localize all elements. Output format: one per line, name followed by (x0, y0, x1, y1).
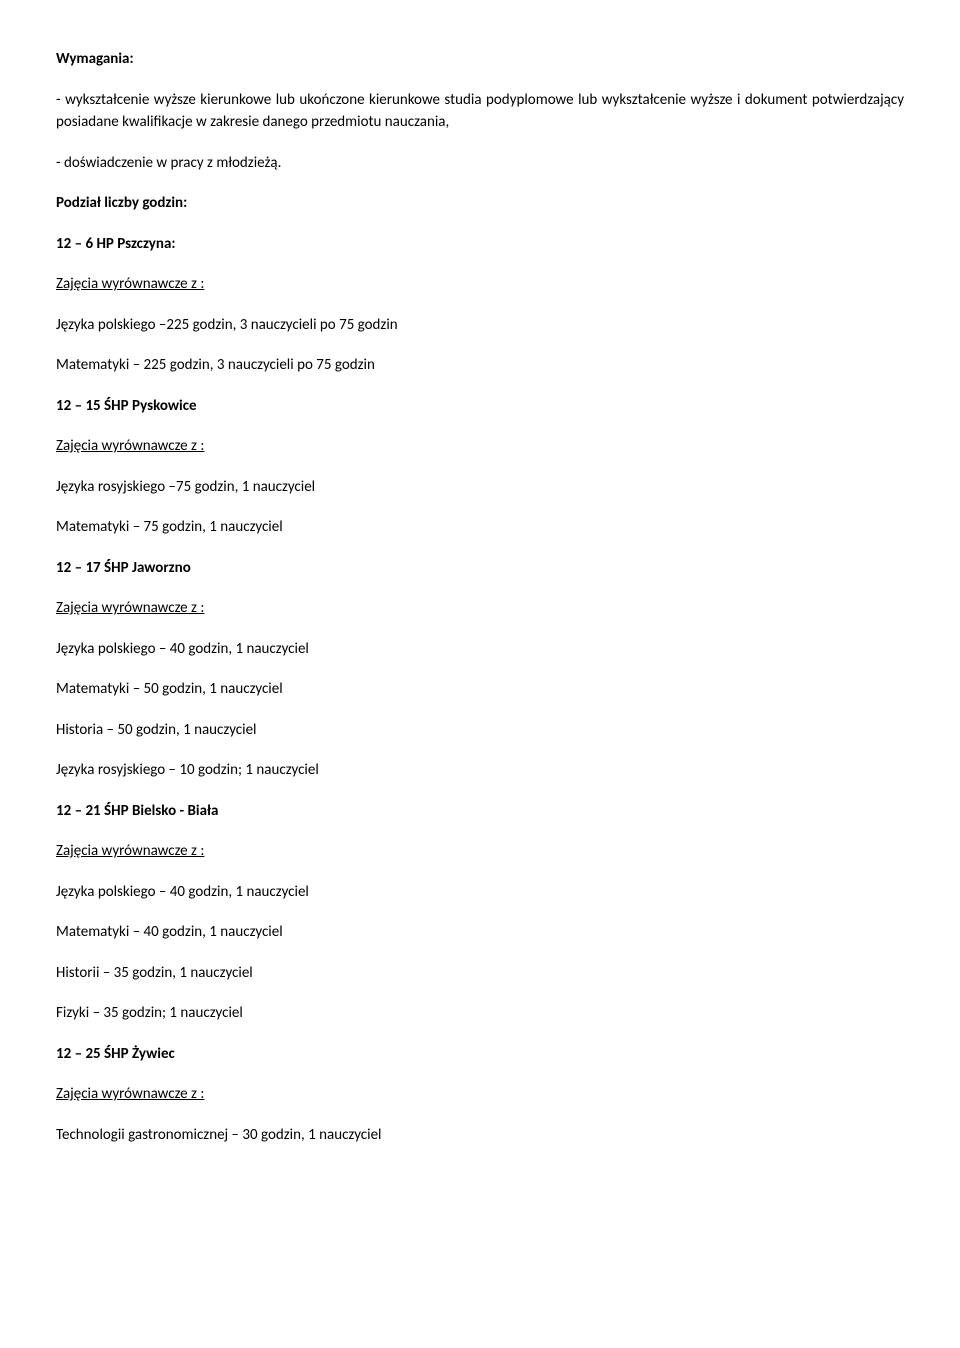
requirements-heading: Wymagania: (56, 48, 904, 71)
requirement-1: - wykształcenie wyższe kierunkowe lub uk… (56, 89, 904, 134)
section-3-subheading: Zajęcia wyrównawcze z : (56, 597, 904, 620)
section-4-subheading: Zajęcia wyrównawcze z : (56, 840, 904, 863)
section-4-line-2: Matematyki – 40 godzin, 1 nauczyciel (56, 921, 904, 944)
section-5-title: 12 – 25 ŚHP Żywiec (56, 1043, 904, 1066)
section-3-line-3: Historia – 50 godzin, 1 nauczyciel (56, 719, 904, 742)
section-5-subheading: Zajęcia wyrównawcze z : (56, 1083, 904, 1106)
section-2-subheading: Zajęcia wyrównawcze z : (56, 435, 904, 458)
division-heading: Podział liczby godzin: (56, 192, 904, 215)
section-3-title: 12 – 17 ŚHP Jaworzno (56, 557, 904, 580)
section-1-line-2: Matematyki – 225 godzin, 3 nauczycieli p… (56, 354, 904, 377)
section-3-line-4: Języka rosyjskiego – 10 godzin; 1 nauczy… (56, 759, 904, 782)
section-2-title: 12 – 15 ŚHP Pyskowice (56, 395, 904, 418)
section-4-line-3: Historii – 35 godzin, 1 nauczyciel (56, 962, 904, 985)
section-4-line-1: Języka polskiego – 40 godzin, 1 nauczyci… (56, 881, 904, 904)
section-3-line-2: Matematyki – 50 godzin, 1 nauczyciel (56, 678, 904, 701)
section-1-title: 12 – 6 HP Pszczyna: (56, 233, 904, 256)
section-3-line-1: Języka polskiego – 40 godzin, 1 nauczyci… (56, 638, 904, 661)
section-1-line-1: Języka polskiego –225 godzin, 3 nauczyci… (56, 314, 904, 337)
section-1-subheading: Zajęcia wyrównawcze z : (56, 273, 904, 296)
section-4-title: 12 – 21 ŚHP Bielsko - Biała (56, 800, 904, 823)
requirement-2: - doświadczenie w pracy z młodzieżą. (56, 152, 904, 175)
section-4-line-4: Fizyki – 35 godzin; 1 nauczyciel (56, 1002, 904, 1025)
section-5-line-1: Technologii gastronomicznej – 30 godzin,… (56, 1124, 904, 1147)
section-2-line-1: Języka rosyjskiego –75 godzin, 1 nauczyc… (56, 476, 904, 499)
section-2-line-2: Matematyki – 75 godzin, 1 nauczyciel (56, 516, 904, 539)
